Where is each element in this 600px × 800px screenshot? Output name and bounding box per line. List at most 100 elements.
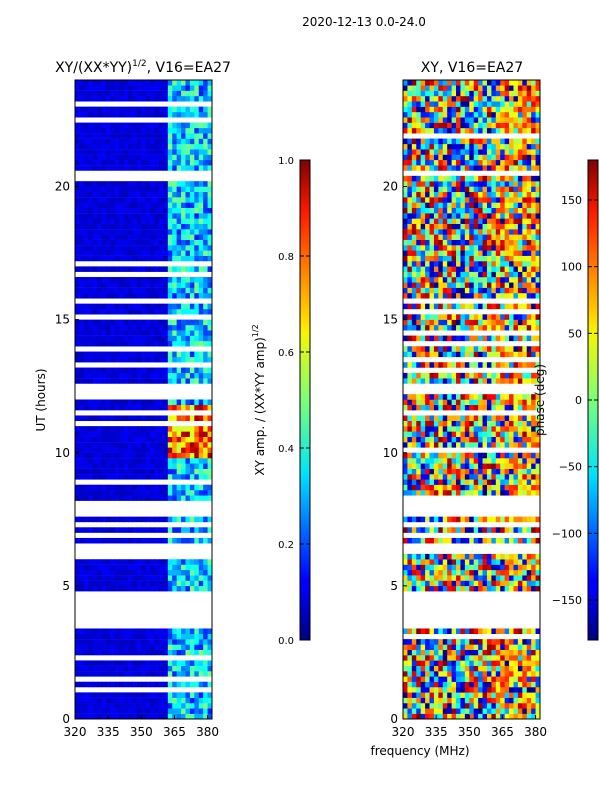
heatmap-cell	[203, 127, 208, 134]
heatmap-cell	[500, 660, 506, 666]
heatmap-cell	[158, 239, 164, 246]
heatmap-cell	[114, 287, 120, 294]
heatmap-cell	[411, 207, 417, 214]
heatmap-cell	[101, 234, 107, 240]
heatmap-cell	[92, 324, 98, 331]
heatmap-cell	[456, 431, 461, 437]
heatmap-cell	[460, 692, 466, 698]
heatmap-cell	[75, 415, 80, 421]
heatmap-cell	[495, 271, 501, 278]
heatmap-cell	[141, 575, 147, 581]
heatmap-cell	[198, 628, 204, 635]
heatmap-cell	[513, 394, 519, 400]
heatmap-cell	[522, 282, 528, 288]
heatmap-cell	[105, 165, 111, 171]
heatmap-cell	[158, 367, 164, 374]
heatmap-cell	[123, 287, 129, 294]
heatmap-cell	[189, 468, 195, 475]
heatmap-cell	[145, 197, 151, 203]
heatmap-cell	[189, 516, 195, 523]
heatmap-cell	[517, 255, 523, 262]
heatmap-cell	[88, 527, 94, 533]
heatmap-cell	[425, 250, 430, 256]
heatmap-cell	[194, 399, 200, 406]
heatmap-cell	[128, 133, 133, 139]
heatmap-cell	[517, 239, 523, 246]
heatmap-cell	[203, 399, 208, 406]
heatmap-cell	[509, 660, 514, 666]
heatmap-cell	[163, 202, 169, 209]
heatmap-cell	[105, 308, 111, 315]
heatmap-cell	[486, 255, 492, 262]
heatmap-cell	[189, 80, 195, 86]
heatmap-cell	[464, 303, 470, 310]
heatmap-cell	[189, 245, 195, 251]
heatmap-cell	[185, 319, 191, 326]
heatmap-cell	[495, 474, 501, 480]
heatmap-cell	[522, 644, 528, 650]
heatmap-cell	[456, 255, 461, 262]
heatmap-cell	[486, 324, 492, 331]
heatmap-cell	[105, 633, 111, 640]
heatmap-cell	[433, 458, 439, 464]
heatmap-cell	[473, 324, 479, 331]
heatmap-cell	[132, 138, 138, 145]
heatmap-cell	[531, 585, 536, 592]
heatmap-cell	[158, 404, 164, 411]
heatmap-cell	[478, 436, 483, 443]
heatmap-cell	[425, 223, 430, 230]
heatmap-cell	[420, 665, 426, 672]
heatmap-cell	[194, 644, 200, 650]
heatmap-cell	[500, 580, 506, 587]
heatmap-cell	[438, 516, 444, 523]
heatmap-cell	[482, 213, 488, 219]
heatmap-cell	[141, 474, 147, 480]
heatmap-cell	[203, 468, 208, 475]
heatmap-cell	[207, 580, 213, 587]
heatmap-cell	[154, 165, 160, 171]
heatmap-cell	[464, 245, 470, 251]
heatmap-cell	[136, 181, 142, 187]
heatmap-cell	[425, 426, 430, 432]
heatmap-cell	[513, 213, 519, 219]
heatmap-cell	[128, 245, 133, 251]
heatmap-cell	[460, 287, 466, 294]
heatmap-cell	[517, 197, 523, 203]
heatmap-cell	[407, 713, 413, 720]
heatmap-cell	[194, 330, 200, 336]
heatmap-cell	[411, 372, 417, 379]
heatmap-cell	[158, 628, 164, 635]
heatmap-cell	[416, 559, 422, 565]
heatmap-cell	[407, 458, 413, 464]
heatmap-cell	[447, 553, 453, 560]
heatmap-cell	[75, 159, 80, 166]
heatmap-cell	[491, 415, 497, 421]
heatmap-cell	[504, 207, 510, 214]
heatmap-cell	[478, 426, 483, 432]
heatmap-cell	[154, 516, 160, 523]
heatmap-cell	[442, 474, 448, 480]
heatmap-cell	[83, 229, 89, 235]
heatmap-cell	[181, 436, 186, 443]
heatmap-cell	[438, 293, 444, 299]
heatmap-cell	[123, 474, 129, 480]
heatmap-cell	[447, 479, 453, 485]
heatmap-cell	[198, 266, 204, 272]
heatmap-cell	[456, 218, 461, 224]
heatmap-cell	[79, 197, 85, 203]
heatmap-cell	[522, 394, 528, 400]
heatmap-cell	[128, 149, 133, 155]
heatmap-cell	[486, 335, 492, 342]
heatmap-cell	[158, 319, 164, 326]
heatmap-cell	[517, 463, 523, 469]
heatmap-cell	[460, 207, 466, 214]
heatmap-cell	[420, 559, 426, 565]
heatmap-cell	[194, 122, 200, 129]
heatmap-cell	[207, 80, 213, 86]
heatmap-cell	[509, 468, 514, 475]
heatmap-cell	[513, 218, 519, 224]
heatmap-cell	[75, 127, 80, 134]
heatmap-cell	[535, 649, 541, 656]
heatmap-cell	[526, 484, 532, 491]
heatmap-cell	[79, 649, 85, 656]
